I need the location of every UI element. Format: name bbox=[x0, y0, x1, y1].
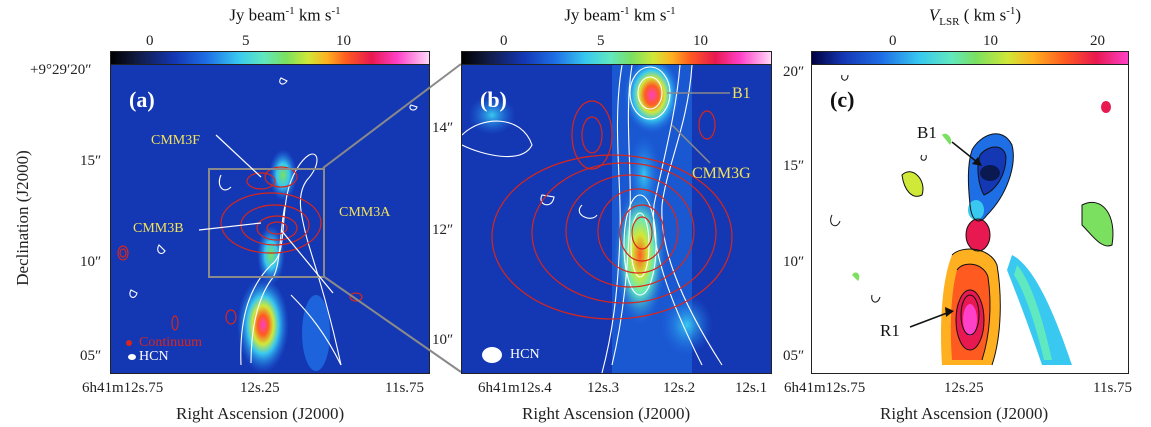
legend-continuum: Continuum bbox=[139, 335, 203, 350]
panel-b-xtick-3: 12s.1 bbox=[735, 380, 768, 396]
panel-c-ytick-10: 10″ bbox=[783, 254, 805, 270]
panel-a-xtick-1: 12s.25 bbox=[240, 380, 280, 396]
panel-a-x-axis-title: Right Ascension (J2000) bbox=[176, 404, 345, 423]
panel-c-colorbar-tick-0: 0 bbox=[889, 33, 897, 49]
panel-a: (a) CMM3F CMM3A CMM3B Continuum HCN bbox=[110, 64, 430, 374]
panel-a-colorbar-tick-5: 5 bbox=[242, 33, 250, 49]
panel-a-xtick-2: 11s.75 bbox=[385, 380, 425, 396]
panel-a-colorbar-tick-0: 0 bbox=[146, 33, 154, 49]
panel-c-colorbar-tick-10: 10 bbox=[983, 33, 998, 49]
panel-a-ytick-10: 10″ bbox=[80, 254, 102, 270]
source-label-cmm3f: CMM3F bbox=[151, 133, 201, 148]
panel-b: (b) B1 CMM3G HCN bbox=[461, 64, 772, 374]
source-label-b1-zoom: B1 bbox=[732, 85, 751, 102]
source-label-cmm3b: CMM3B bbox=[133, 221, 184, 236]
panel-c: (c) B1 R1 bbox=[811, 64, 1129, 374]
panel-b-colorbar-tick-10: 10 bbox=[693, 33, 708, 49]
source-label-b1: B1 bbox=[917, 123, 937, 142]
legend-hcn: HCN bbox=[139, 349, 169, 364]
panel-a-label: (a) bbox=[129, 87, 155, 112]
panel-b-map bbox=[462, 65, 733, 373]
panel-b-ytick-10: 10″ bbox=[432, 332, 454, 348]
panel-b-ytick-12: 12″ bbox=[432, 222, 454, 238]
panel-b-colorbar-tick-5: 5 bbox=[597, 33, 605, 49]
y-axis-title: Declination (J2000) bbox=[13, 150, 32, 286]
panel-b-x-axis-title: Right Ascension (J2000) bbox=[522, 404, 691, 423]
panel-a-ytick-05: 05″ bbox=[80, 348, 102, 364]
panel-b-colorbar bbox=[461, 51, 772, 65]
panel-c-map bbox=[830, 74, 1114, 366]
panel-a-xtick-0: 6h41m12s.75 bbox=[82, 380, 164, 396]
panel-b-xtick-2: 12s.2 bbox=[663, 380, 696, 396]
panel-b-xtick-0: 6h41m12s.4 bbox=[478, 380, 552, 396]
panel-b-colorbar-tick-0: 0 bbox=[500, 33, 508, 49]
panel-a-colorbar bbox=[110, 51, 430, 65]
panel-c-x-axis-title: Right Ascension (J2000) bbox=[880, 404, 1049, 423]
panel-c-ytick-15: 15″ bbox=[783, 158, 805, 174]
panel-b-xtick-1: 12s.3 bbox=[587, 380, 620, 396]
panel-a-ytick-20: +9°29′20″ bbox=[30, 62, 92, 78]
panel-a-ytick-15: 15″ bbox=[80, 153, 102, 169]
panel-c-xtick-1: 12s.25 bbox=[944, 380, 984, 396]
panel-c-colorbar-tick-20: 20 bbox=[1090, 33, 1105, 49]
panel-a-map bbox=[117, 77, 418, 373]
source-label-r1: R1 bbox=[880, 321, 900, 340]
panel-a-colorbar-tick-10: 10 bbox=[336, 33, 351, 49]
source-label-cmm3a: CMM3A bbox=[339, 205, 391, 220]
panel-b-ytick-14: 14″ bbox=[432, 120, 454, 136]
legend-hcn-b: HCN bbox=[510, 347, 540, 362]
panel-c-xtick-0: 6h41m12s.75 bbox=[784, 380, 866, 396]
panel-c-colorbar bbox=[811, 51, 1129, 65]
panel-c-colorbar-title: VLSR ( km s-1) bbox=[928, 5, 1022, 29]
panel-b-colorbar-title: Jy beam-1 km s-1 bbox=[564, 5, 676, 25]
panel-b-label: (b) bbox=[480, 87, 507, 112]
panel-c-ytick-05: 05″ bbox=[783, 348, 805, 364]
panel-c-ytick-20: 20″ bbox=[783, 64, 805, 80]
panel-a-colorbar-title: Jy beam-1 km s-1 bbox=[229, 5, 341, 25]
panel-c-xtick-2: 11s.75 bbox=[1093, 380, 1133, 396]
source-label-cmm3g: CMM3G bbox=[692, 165, 751, 182]
panel-c-label: (c) bbox=[830, 87, 855, 112]
